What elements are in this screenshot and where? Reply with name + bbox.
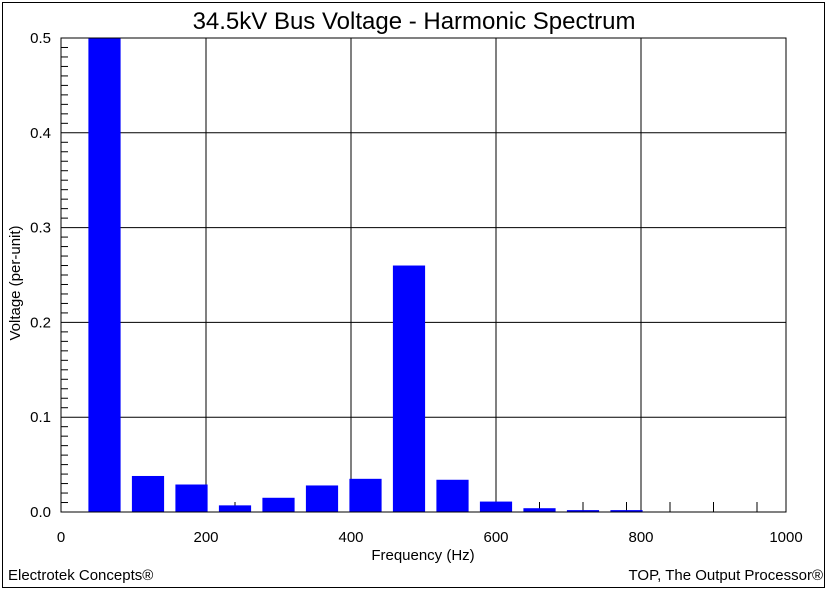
bar <box>479 501 513 512</box>
plot-area <box>60 37 787 513</box>
bar <box>305 485 339 512</box>
bar <box>436 479 469 512</box>
bar <box>392 265 426 512</box>
y-axis-label: Voltage (per-unit) <box>7 225 24 340</box>
bars <box>88 38 643 512</box>
bar <box>175 484 208 512</box>
bar <box>131 475 165 512</box>
y-tick-label: 0.0 <box>30 504 51 521</box>
y-tick-labels: 0.0 0.1 0.2 0.3 0.4 0.5 <box>30 30 51 521</box>
footer-right: TOP, The Output Processor® <box>628 567 823 584</box>
x-tick-label: 400 <box>338 529 363 546</box>
chart-title: 34.5kV Bus Voltage - Harmonic Spectrum <box>193 8 636 35</box>
x-tick-label: 800 <box>628 529 653 546</box>
y-tick-label: 0.4 <box>30 125 51 142</box>
bar <box>566 510 600 512</box>
bar <box>88 38 121 512</box>
y-tick-label: 0.1 <box>30 409 51 426</box>
bar <box>349 478 382 512</box>
x-tick-label: 200 <box>193 529 218 546</box>
bar <box>523 508 556 512</box>
bar <box>610 510 643 512</box>
x-tick-label: 600 <box>483 529 508 546</box>
footer-left: Electrotek Concepts® <box>8 567 154 584</box>
bar <box>262 497 295 512</box>
bar <box>218 505 252 512</box>
y-tick-label: 0.5 <box>30 30 51 47</box>
x-tick-label: 0 <box>57 529 65 546</box>
x-tick-label: 1000 <box>769 529 802 546</box>
y-tick-label: 0.2 <box>30 314 51 331</box>
x-tick-labels: 0 200 400 600 800 1000 <box>57 529 803 546</box>
x-axis-label: Frequency (Hz) <box>371 547 474 564</box>
y-tick-label: 0.3 <box>30 220 51 237</box>
